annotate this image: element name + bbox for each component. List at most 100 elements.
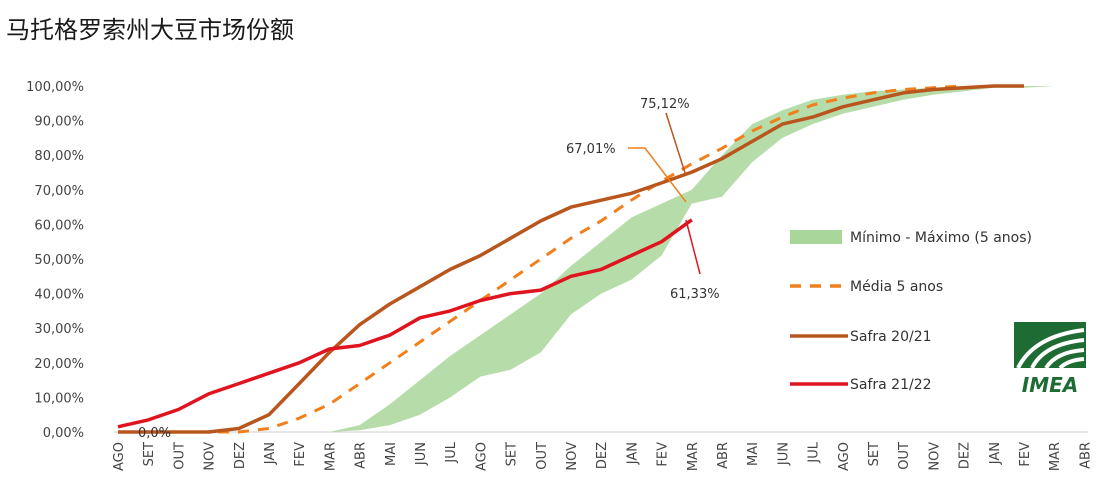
logo-text: IMEA: [1022, 373, 1078, 397]
x-tick-label: FEV: [1018, 442, 1033, 467]
data-point-safra-20-21: [811, 116, 814, 119]
data-point-safra-20-21: [962, 86, 965, 89]
x-tick-label: JUL: [444, 441, 459, 463]
legend-label-band: Mínimo - Máximo (5 anos): [850, 230, 1032, 246]
x-tick-label: MAI: [384, 442, 399, 466]
y-tick-label: 90,00%: [34, 115, 84, 130]
legend-swatch-band: [790, 230, 842, 244]
data-point-safra-21-22: [418, 316, 421, 319]
y-tick-label: 100,00%: [26, 80, 84, 95]
data-point-media: [388, 361, 391, 364]
x-tick-label: NOV: [203, 442, 218, 471]
annotation-75-12: 75,12%: [640, 97, 690, 112]
data-point-safra-21-22: [600, 268, 603, 271]
x-tick-label: JAN: [263, 442, 278, 465]
annotation-leader-safra-21-22: [685, 219, 701, 275]
series-safra-20-21: [118, 84, 1024, 434]
data-point-safra-20-21: [690, 171, 693, 174]
annotation-leader-safra-20-21: [665, 112, 687, 177]
x-tick-label: ABR: [716, 442, 731, 469]
x-tick-label: ABR: [1078, 442, 1093, 469]
x-tick-label: SET: [142, 442, 157, 466]
data-point-safra-20-21: [479, 254, 482, 257]
data-point-media: [871, 91, 874, 94]
min-max-band: [118, 86, 1055, 432]
data-point-safra-20-21: [388, 302, 391, 305]
data-point-safra-20-21: [418, 285, 421, 288]
data-point-safra-20-21: [932, 88, 935, 91]
data-point-safra-20-21: [630, 192, 633, 195]
x-tick-label: SET: [505, 442, 520, 466]
data-point-media: [509, 278, 512, 281]
x-tick-label: FEV: [293, 442, 308, 467]
legend-label-safra-20-21: Safra 20/21: [850, 329, 932, 345]
data-point-media: [781, 116, 784, 119]
data-point-media: [902, 88, 905, 91]
annotation-61-33: 61,33%: [670, 287, 720, 302]
data-point-safra-20-21: [449, 268, 452, 271]
data-point-safra-20-21: [660, 181, 663, 184]
data-point-safra-20-21: [841, 105, 844, 108]
y-tick-label: 40,00%: [34, 288, 84, 303]
data-point-media: [267, 427, 270, 430]
data-point-safra-20-21: [539, 219, 542, 222]
x-tick-label: AGO: [474, 442, 489, 471]
x-tick-label: DEZ: [595, 442, 610, 469]
annotation-67-01: 67,01%: [566, 142, 616, 157]
y-tick-label: 70,00%: [34, 184, 84, 199]
data-point-safra-21-22: [539, 289, 542, 292]
data-point-safra-20-21: [116, 430, 119, 433]
data-point-media: [841, 97, 844, 100]
y-tick-label: 10,00%: [34, 391, 84, 406]
data-point-safra-20-21: [237, 427, 240, 430]
x-tick-label: OUT: [172, 442, 187, 470]
x-tick-label: NOV: [565, 442, 580, 471]
data-point-media: [811, 103, 814, 106]
imea-logo: IMEA: [1014, 322, 1086, 397]
x-tick-label: FEV: [656, 442, 671, 467]
annotations: 0,0% 75,12% 67,01% 61,33%: [138, 97, 720, 441]
y-tick-label: 80,00%: [34, 149, 84, 164]
x-tick-label: NOV: [927, 442, 942, 471]
x-tick-label: JAN: [988, 442, 1003, 465]
data-point-safra-20-21: [902, 91, 905, 94]
x-tick-label: ABR: [354, 442, 369, 469]
x-tick-label: OUT: [535, 442, 550, 470]
data-point-safra-20-21: [751, 140, 754, 143]
legend-label-safra-21-22: Safra 21/22: [850, 377, 932, 393]
data-point-safra-20-21: [600, 199, 603, 202]
y-tick-label: 30,00%: [34, 322, 84, 337]
x-tick-label: MAR: [1048, 442, 1063, 471]
data-point-safra-20-21: [298, 382, 301, 385]
data-point-safra-20-21: [569, 206, 572, 209]
x-tick-label: JUL: [807, 441, 822, 463]
data-point-safra-21-22: [569, 275, 572, 278]
x-axis: AGO SET OUT NOV DEZ JAN FEV MAR ABR MAI JUN JUL AGO S…: [112, 431, 1093, 471]
data-point-media: [690, 162, 693, 165]
data-point-media: [449, 320, 452, 323]
chart-title: 马托格罗索州大豆市场份额: [6, 16, 294, 44]
data-point-media: [418, 340, 421, 343]
annotation-0-percent: 0,0%: [138, 426, 171, 441]
series-safra-21-22: [117, 218, 693, 429]
legend-label-media: Média 5 anos: [850, 279, 943, 295]
data-point-safra-21-22: [298, 361, 301, 364]
data-point-media: [569, 237, 572, 240]
y-tick-label: 0,00%: [43, 426, 84, 441]
x-tick-label: OUT: [897, 442, 912, 470]
data-point-safra-20-21: [992, 84, 995, 87]
x-tick-label: MAR: [686, 442, 701, 471]
data-point-media: [237, 430, 240, 433]
y-tick-label: 50,00%: [34, 253, 84, 268]
data-point-safra-21-22: [630, 254, 633, 257]
data-point-safra-21-22: [147, 418, 150, 421]
y-tick-label: 20,00%: [34, 357, 84, 372]
x-tick-label: AGO: [112, 442, 127, 471]
data-point-media: [358, 382, 361, 385]
x-tick-label: JAN: [625, 442, 640, 465]
data-point-safra-20-21: [781, 123, 784, 126]
y-tick-label: 60,00%: [34, 218, 84, 233]
data-point-safra-20-21: [509, 237, 512, 240]
data-point-media: [328, 403, 331, 406]
